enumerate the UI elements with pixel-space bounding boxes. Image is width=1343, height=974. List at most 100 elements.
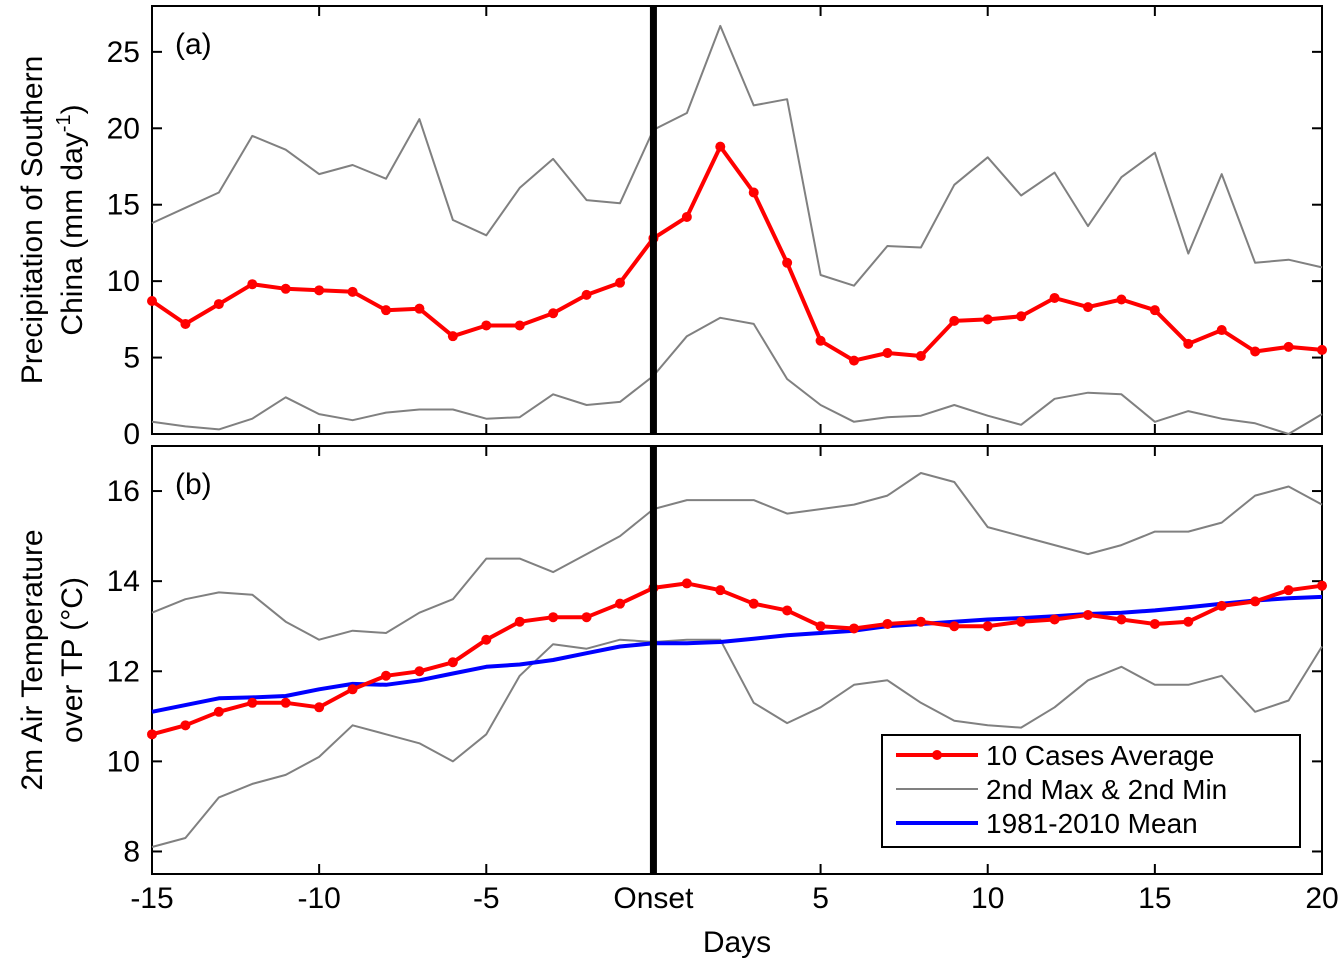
panel-a-data-point — [1250, 346, 1261, 357]
panel-a-series — [147, 24, 1327, 435]
panel-b-x-ticks: -15 -10 -5 Onset 5 10 15 20 — [130, 446, 1339, 915]
panel-a-data-point — [414, 303, 425, 314]
legend-label-10-cases-average: 10 Cases Average — [986, 740, 1214, 771]
panel-b-frame — [151, 445, 1323, 875]
panel-a-data-point — [748, 187, 759, 198]
panel-b-ytick-label: 16 — [107, 475, 140, 508]
panel-b-data-point — [1183, 616, 1194, 627]
panel-b-ylabel-line2: over TP (°C) — [56, 577, 89, 743]
panel-b-series-10-cases-average — [151, 581, 1323, 737]
panel-b-data-point — [247, 697, 258, 708]
panel-a-data-point — [1216, 325, 1227, 336]
panel-b-data-point — [782, 605, 793, 616]
panel-b-ytick-label: 10 — [107, 745, 140, 778]
xtick-label: 20 — [1305, 882, 1338, 915]
panel-a-ylabel-line2: China (mm day-1) — [53, 104, 89, 335]
panel-a-data-point — [1283, 341, 1294, 352]
panel-a-data-point — [1317, 344, 1327, 355]
panel-b-series-2nd-min — [151, 638, 1323, 848]
panel-a-frame — [151, 5, 1323, 435]
panel-a-data-point — [1183, 338, 1194, 349]
xtick-label: -15 — [130, 882, 173, 915]
panel-b-data-point — [1149, 618, 1160, 629]
panel-a-data-point — [180, 318, 191, 329]
panel-b-series-2nd-max — [151, 472, 1323, 641]
panel-b-ylabel-line1: 2m Air Temperature — [16, 529, 49, 790]
panel-a-data-point — [381, 305, 391, 316]
panel-a-data-point — [247, 279, 258, 290]
panel-a-series-10-cases-average — [150, 144, 1323, 363]
xtick-label: -10 — [297, 882, 340, 915]
panel-a-data-point — [581, 289, 592, 300]
xtick-label: 10 — [971, 882, 1004, 915]
panel-b-data-point — [815, 621, 826, 632]
panel-b-ytick-label: 14 — [107, 565, 140, 598]
panel-b-data-point — [1283, 585, 1294, 596]
panel-b-data-point — [581, 612, 592, 623]
panel-b-data-point — [447, 657, 458, 668]
x-axis-label: Days — [703, 926, 771, 959]
panel-a-ylabel-close: ) — [56, 104, 89, 114]
panel-a-data-point — [615, 277, 625, 288]
panel-b-data-point — [314, 702, 325, 713]
panel-a-data-point — [982, 314, 993, 325]
panel-a-data-point — [314, 285, 325, 296]
panel-b-data-point — [748, 598, 759, 609]
legend-label-2nd-max-2nd-min: 2nd Max & 2nd Min — [986, 774, 1227, 805]
panel-b-data-point — [949, 621, 960, 632]
panel-a-data-point — [481, 320, 492, 331]
panel-a-data-point — [1083, 302, 1093, 313]
xtick-label: Onset — [613, 882, 694, 915]
panel-b-data-point — [548, 612, 559, 623]
panel-a: 0 5 10 15 20 25 (a) Precipitation of Southern… — [16, 5, 1327, 451]
panel-a-data-point — [213, 299, 224, 310]
panel-a-x-ticks — [151, 6, 1323, 434]
xtick-label: 15 — [1138, 882, 1171, 915]
panel-a-ytick-label: 20 — [107, 112, 140, 145]
panel-a-ylabel-sup: -1 — [53, 114, 75, 132]
panel-b-data-point — [849, 623, 859, 634]
panel-b-data-point — [381, 670, 391, 681]
panel-a-data-point — [782, 257, 793, 268]
panel-a-data-point — [715, 141, 726, 152]
panel-b-data-point — [1016, 616, 1027, 627]
panel-a-data-point — [548, 308, 559, 319]
panel-b-data-point — [882, 618, 893, 629]
panel-b-data-point — [1116, 614, 1127, 625]
panel-b-data-point — [414, 666, 425, 677]
panel-b-ytick-label: 8 — [123, 835, 140, 868]
panel-b-series — [147, 472, 1327, 848]
panel-a-ylabel-unit: China (mm day — [56, 132, 89, 335]
panel-a-ylabel-line1: Precipitation of Southern — [16, 56, 49, 385]
panel-a-y-ticks: 0 5 10 15 20 25 — [107, 36, 1322, 451]
panel-b-data-point — [180, 720, 191, 731]
panel-b-data-point — [147, 729, 157, 740]
panel-a-series-2nd-min — [151, 316, 1323, 435]
panel-b-data-point — [1317, 580, 1327, 591]
panel-b-data-point — [681, 578, 692, 589]
panel-b-data-point — [1216, 600, 1227, 611]
panel-a-data-point — [1016, 311, 1027, 322]
panel-b-data-point — [1250, 596, 1261, 607]
panel-a-data-point — [147, 296, 157, 307]
panel-a-data-point — [681, 211, 692, 222]
panel-a-ytick-label: 5 — [123, 342, 140, 375]
panel-a-data-point — [949, 315, 960, 326]
panel-b-data-point — [514, 616, 525, 627]
panel-a-ytick-label: 10 — [107, 265, 140, 298]
xtick-label: 5 — [812, 882, 829, 915]
legend-marker — [932, 750, 942, 760]
panel-b-data-point — [615, 598, 625, 609]
panel-a-ytick-label: 25 — [107, 36, 140, 69]
panel-b-label: (b) — [175, 468, 212, 501]
panel-b-data-point — [915, 616, 926, 627]
panel-a-data-point — [849, 355, 859, 366]
panel-a-data-point — [882, 347, 893, 358]
legend-label-1981-2010-mean: 1981-2010 Mean — [986, 808, 1198, 839]
xtick-label: -5 — [473, 882, 500, 915]
panel-b-data-point — [715, 585, 726, 596]
panel-a-data-point — [1149, 305, 1160, 316]
